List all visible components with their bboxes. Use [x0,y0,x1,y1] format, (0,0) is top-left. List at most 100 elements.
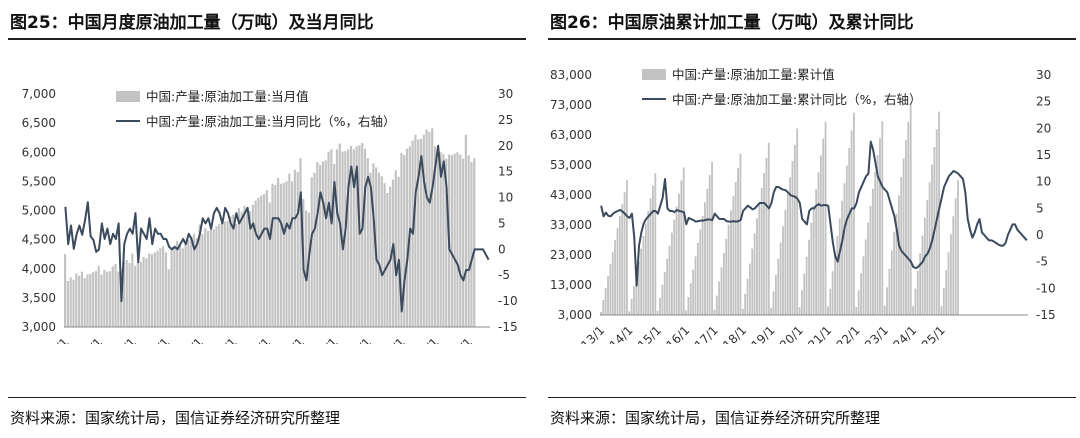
bar [428,131,431,327]
bar [352,149,355,327]
bar [262,194,266,327]
bar [190,236,193,327]
y-left-tick-label: 73,000 [550,98,592,112]
bar [663,271,666,315]
x-tick-label: 20/1 [777,323,806,344]
bar [817,172,820,315]
bar [80,271,84,327]
bar [319,165,322,327]
bar [229,216,232,327]
bar [254,200,257,327]
x-tick-label: 19/1 [244,335,273,344]
bar [786,193,789,315]
bar [616,228,619,315]
bar [635,273,638,315]
bar [687,296,690,315]
bar [756,218,758,315]
bar [122,261,126,327]
legend-label-bar: 中国:产量:原油加工量:当月值 [146,89,309,104]
bar [260,195,263,327]
bar [234,223,238,327]
y-left-tick-label: 23,000 [550,248,592,262]
bar [748,263,751,315]
y-left-tick-label: 6,000 [22,145,56,159]
bar [372,163,375,327]
bar [824,121,827,315]
bar [403,155,406,327]
x-tick-label: 17/1 [177,335,206,344]
bar [257,197,260,327]
bar [642,235,645,315]
bar [704,202,706,315]
y-right-tick-label: 5 [1036,201,1044,215]
y-right-tick-label: -15 [1036,308,1056,322]
bar [914,288,917,315]
bar [94,271,98,327]
bar [414,134,417,327]
bar [164,252,168,327]
bar [694,256,697,316]
chart-title-right: 图26：中国原油累计加工量（万吨）及累计同比 [550,13,914,33]
x-tick-label: 18/1 [720,323,749,344]
bar [464,134,467,327]
bar [206,230,210,327]
bar [897,195,900,316]
bar [268,202,271,327]
bar [673,219,676,315]
bar [299,158,302,327]
y-left-tick-label: 13,000 [550,278,592,292]
bar [386,193,389,327]
bar [366,158,369,327]
bar [869,205,872,315]
x-tick-label: 19/1 [749,323,778,344]
bar [907,121,910,316]
y-right-tick-label: 25 [1036,95,1051,109]
bar [450,155,453,327]
line-series [600,140,1028,287]
bar [940,306,943,315]
bar [445,158,448,327]
bar [602,300,605,315]
bar [815,189,818,315]
bar [942,288,945,315]
x-tick-label: 15/1 [110,335,139,344]
y-left-tick-label: 7,000 [22,87,56,101]
bar [89,273,92,327]
bar [296,172,299,327]
bar [324,160,327,327]
bar [628,311,631,315]
bar [841,200,844,315]
y-left-tick-label: 3,000 [22,320,56,334]
bar [831,271,834,315]
x-tick-label: 22/1 [834,323,863,344]
bar [923,217,926,315]
title-divider-right [548,38,1076,40]
bar [473,158,476,327]
x-tick-label: 15/1 [635,323,664,344]
legend-label-bar: 中国:产量:原油加工量:累计值 [672,67,835,82]
bar [883,305,886,316]
x-tick-label: 23/1 [379,335,408,344]
bar [886,287,888,315]
x-tick-label: 13/1 [43,335,72,344]
y-left-tick-label: 4,500 [22,233,56,247]
bar [805,256,808,315]
bar [456,152,459,327]
y-left-tick-label: 43,000 [550,188,592,202]
bar [271,183,274,327]
bar [793,144,796,315]
bar [383,183,386,327]
bar [181,248,184,327]
bar [720,267,723,315]
bar [708,175,711,315]
bar [240,211,243,327]
bar [607,276,609,315]
legend-label-line: 中国:产量:原油加工量:当月同比（%，右轴） [146,114,396,129]
x-tick-label: 22/1 [345,335,374,344]
bar [184,243,187,327]
bar [685,310,687,315]
bar [730,210,732,315]
bar [117,271,120,327]
bar [349,145,353,327]
bar [459,154,462,327]
